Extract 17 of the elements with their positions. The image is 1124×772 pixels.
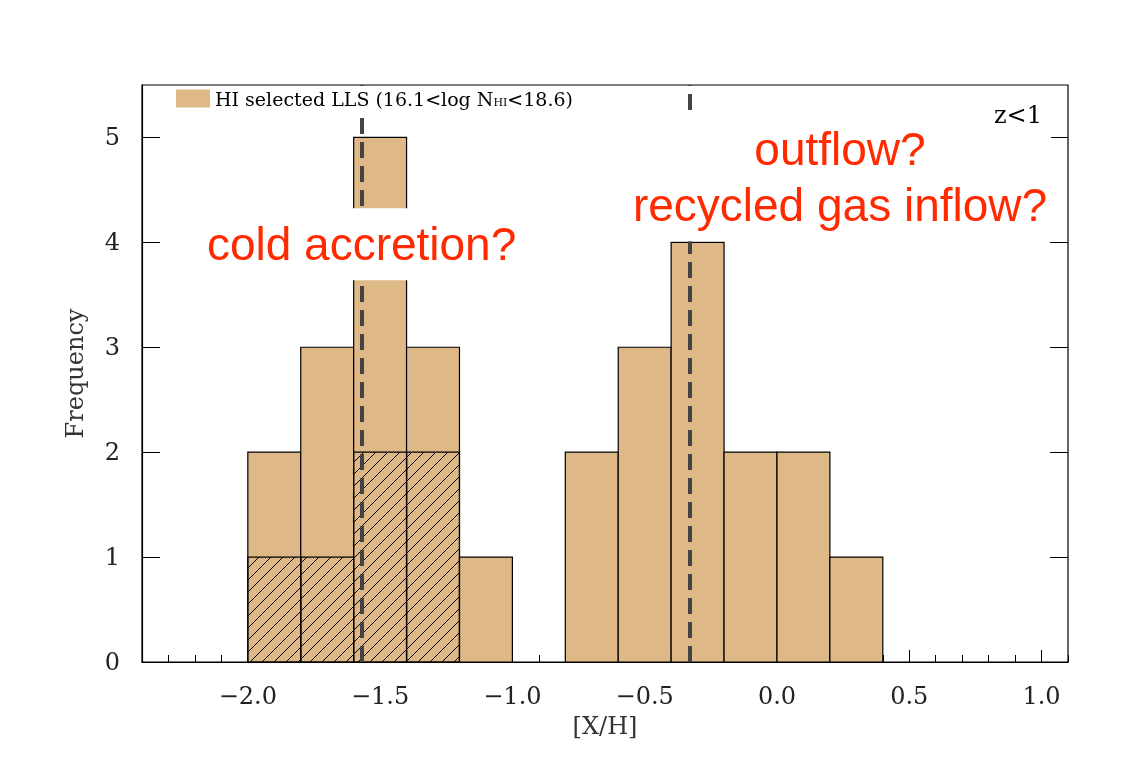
x-tick-label: −0.5 (615, 682, 674, 710)
y-tick-label: 1 (104, 543, 120, 572)
x-tick-label: −1.0 (483, 682, 542, 710)
y-tick-label: 3 (104, 333, 120, 362)
ref-line-label: cold accretion? (206, 218, 517, 271)
legend-label: HI selected LLS (16.1<log NHI<18.6) (215, 87, 573, 110)
x-tick-label: 0.0 (757, 682, 797, 710)
x-axis-title: [X/H] (572, 712, 638, 740)
x-tick-label: 0.5 (890, 682, 929, 710)
y-tick-label: 2 (104, 438, 120, 467)
y-tick-label: 0 (104, 648, 120, 676)
y-tick-label: 5 (104, 123, 120, 152)
x-tick-label: −2.0 (218, 682, 277, 710)
x-tick-label: 1.0 (1022, 682, 1061, 710)
y-tick-label: 4 (104, 228, 120, 257)
x-tick-label: −1.5 (350, 682, 410, 710)
y-axis-title: Frequency (61, 308, 89, 439)
